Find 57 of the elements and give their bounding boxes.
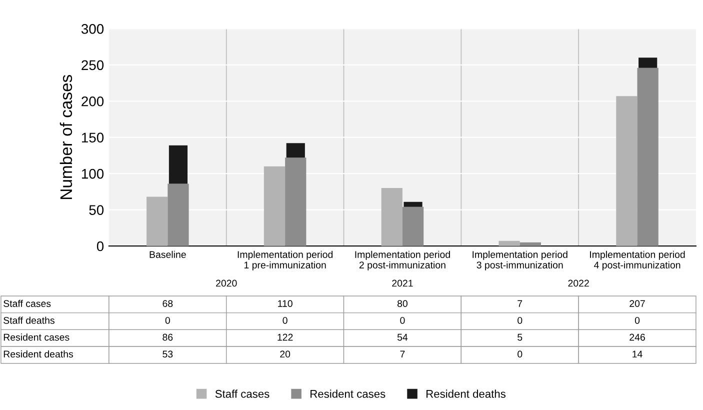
data-label: 5 [518,334,522,341]
bar [402,206,424,246]
x-tick-label: Implementation period 4 post-immunization [590,250,685,270]
bar [285,158,306,246]
y-tick-label: 150 [82,132,104,143]
data-label: 0 [282,316,288,324]
data-label: 53 [162,350,173,358]
bar [168,184,189,246]
bar [638,58,658,68]
x-tick-label: Implementation period 1 pre-immunization [238,250,333,270]
bar [404,202,422,207]
bar [520,242,541,246]
data-label: 0 [634,316,640,324]
data-label: 80 [397,300,408,308]
data-label: 122 [278,334,293,341]
data-label: 7 [400,350,405,358]
data-label: 86 [162,334,173,341]
x-tick-label: Baseline [150,250,186,258]
legend-label: Resident deaths [426,390,506,398]
y-tick-label: 50 [89,205,104,215]
y-axis-title: Number of cases [60,74,72,199]
bar [286,143,305,158]
y-tick-label: 100 [82,168,104,179]
y-tick-label: 0 [96,241,104,252]
bar [168,145,188,184]
bar [637,68,658,246]
x-tick-label: Implementation period 3 post-immunization [472,250,568,270]
bar [498,240,520,246]
bar [616,96,638,246]
text: Staff cases [4,300,51,308]
bar [146,196,168,246]
bar [381,188,402,246]
data-label: 110 [278,300,292,308]
legend-label: Resident cases [310,390,386,398]
data-label: 0 [165,316,170,324]
text: 2021 [392,280,413,287]
bar [264,166,286,246]
data-label: 7 [518,300,522,307]
data-label: 14 [632,350,642,358]
text: 2020 [216,280,237,287]
data-label: 0 [518,316,522,324]
text: Resident cases [4,334,70,341]
data-label: 246 [630,334,645,341]
y-tick-label: 300 [81,24,104,34]
text: 2022 [568,280,589,287]
legend-label: Staff cases [215,390,270,398]
text: Resident deaths [4,350,74,358]
data-label: 0 [400,316,405,324]
y-tick-label: 250 [82,60,104,70]
data-label: 54 [397,334,408,341]
data-label: 20 [280,350,290,358]
text: Staff deaths [4,316,54,324]
data-label: 68 [162,300,173,308]
y-tick-label: 200 [82,96,104,106]
x-tick-label: Implementation period 2 post-immunization [355,250,450,270]
data-label: 207 [630,300,645,308]
data-label: 0 [518,350,522,358]
